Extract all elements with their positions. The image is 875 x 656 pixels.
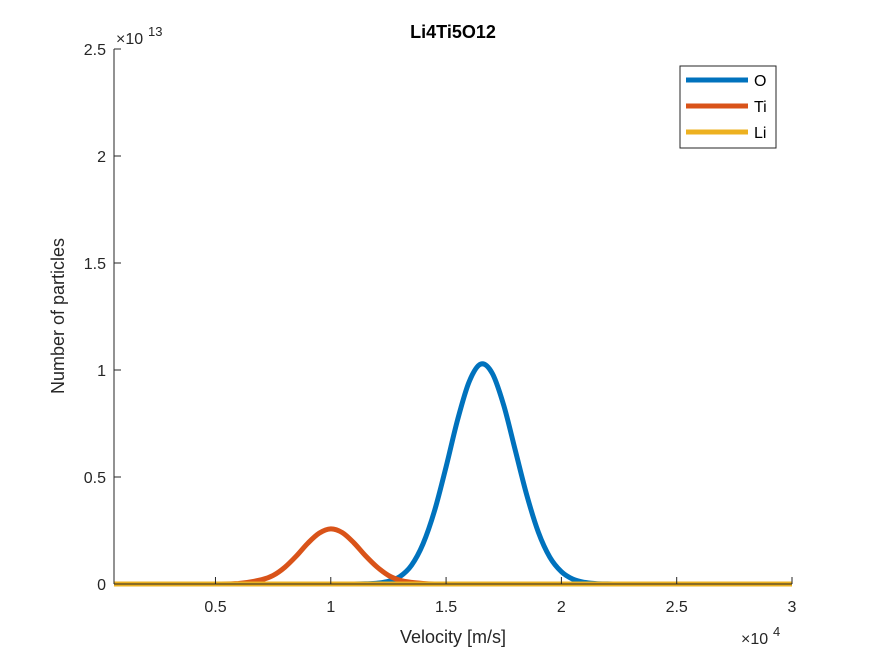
x-tick-label: 0.5 [204,599,226,616]
legend-label-o: O [754,73,766,90]
x-tick-label: 2 [557,599,566,616]
y-tick-label: 1.5 [84,256,106,273]
y-exponent-base: ×10 [116,31,143,48]
x-tick-label: 2.5 [666,599,688,616]
plot-area [114,49,792,584]
x-tick-label: 1 [326,599,335,616]
y-tick-label: 1 [97,363,106,380]
x-exponent-power: 4 [773,624,780,639]
legend-label-li: Li [754,125,766,142]
legend-label-ti: Ti [754,99,767,116]
y-tick-label: 0.5 [84,470,106,487]
legend-entries: O Ti Li [686,73,767,142]
chart-title: Li4Ti5O12 [410,22,496,42]
x-axis-label: Velocity [m/s] [400,627,506,647]
x-exponent: ×10 4 [741,624,780,648]
axes-layer [113,49,792,585]
legend: O Ti Li [679,65,777,149]
y-exponent-power: 13 [148,24,162,39]
y-ticks: 0 0.5 1 1.5 2 2.5 [84,42,121,594]
y-tick-label: 2 [97,149,106,166]
y-axis-label: Number of particles [48,238,68,394]
x-exponent-base: ×10 [741,631,768,648]
x-ticks: 0.5 1 1.5 2 2.5 3 [204,577,797,616]
y-tick-label: 2.5 [84,42,106,59]
y-tick-label: 0 [97,577,106,594]
x-tick-label: 3 [788,599,797,616]
x-tick-label: 1.5 [435,599,457,616]
y-exponent: ×10 13 [116,24,162,48]
